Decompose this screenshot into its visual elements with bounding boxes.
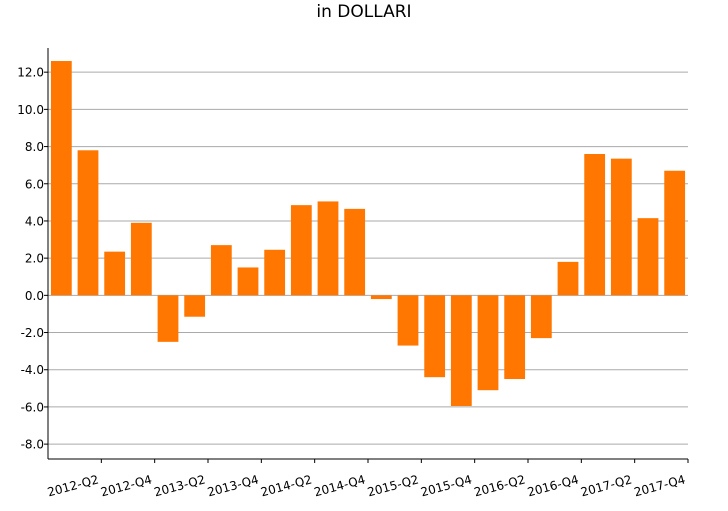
y-tick-label: 0.0 — [25, 289, 44, 303]
y-tick-label: 6.0 — [25, 177, 44, 191]
bar-2013-Q1 — [157, 295, 179, 342]
x-tick-label: 2016-Q2 — [473, 472, 527, 499]
y-tick-label: 8.0 — [25, 140, 44, 154]
x-axis-ticks: 2012-Q2 2012-Q4 2013-Q2 2013-Q4 2014-Q2 2014-… — [46, 459, 689, 499]
y-tick-label: 4.0 — [25, 214, 44, 228]
y-tick-label: 10.0 — [17, 103, 44, 117]
x-tick-label: 2014-Q4 — [313, 472, 367, 499]
y-axis-ticks: -8.0 -6.0 -4.0 -2.0 0.0 2.0 4.0 6.0 8.0 10.0 12.0 — [17, 66, 48, 452]
bar-2012-Q2 — [77, 150, 99, 296]
bar-2017-Q3 — [637, 218, 659, 296]
x-tick-label: 2013-Q4 — [206, 472, 260, 499]
x-tick-label: 2015-Q2 — [366, 472, 420, 499]
bar-2014-Q3 — [317, 201, 339, 296]
x-tick-label: 2012-Q2 — [46, 472, 100, 499]
bar-2015-Q1 — [370, 295, 392, 300]
bar-2017-Q4 — [664, 170, 686, 296]
bar-2015-Q3 — [424, 295, 446, 378]
bar-2014-Q2 — [290, 205, 312, 296]
bar-2015-Q4 — [450, 295, 472, 406]
chart-title: in DOLLARI — [316, 2, 412, 22]
bar-2017-Q2 — [610, 158, 632, 296]
bar-2016-Q4 — [557, 261, 579, 296]
x-tick-label: 2017-Q4 — [633, 472, 687, 499]
bar-2016-Q3 — [530, 295, 552, 339]
bar-2013-Q4 — [237, 267, 259, 296]
bar-2014-Q1 — [264, 249, 286, 296]
y-tick-label: -8.0 — [21, 438, 44, 452]
x-tick-label: 2016-Q4 — [526, 472, 580, 499]
x-tick-label: 2015-Q4 — [419, 472, 473, 499]
bar-2012-Q4 — [130, 222, 152, 296]
bars — [50, 61, 686, 406]
x-tick-label: 2014-Q2 — [259, 472, 313, 499]
bar-2013-Q2 — [184, 295, 206, 317]
x-tick-label: 2017-Q2 — [579, 472, 633, 499]
y-tick-label: -6.0 — [21, 400, 44, 414]
y-tick-label: 2.0 — [25, 252, 44, 266]
bar-2017-Q1 — [584, 154, 606, 296]
x-tick-label: 2012-Q4 — [99, 472, 153, 499]
y-tick-label: 12.0 — [17, 66, 44, 80]
bar-2016-Q1 — [477, 295, 499, 391]
x-tick-label: 2013-Q2 — [153, 472, 207, 499]
y-tick-label: -2.0 — [21, 326, 44, 340]
bar-2015-Q2 — [397, 295, 419, 346]
bar-2016-Q2 — [504, 295, 526, 380]
bar-2014-Q4 — [344, 208, 366, 296]
y-tick-label: -4.0 — [21, 363, 44, 377]
bar-2012-Q1 — [50, 61, 72, 296]
bar-2013-Q3 — [210, 245, 232, 296]
gridlines — [48, 71, 688, 445]
bar-2012-Q3 — [104, 251, 126, 296]
